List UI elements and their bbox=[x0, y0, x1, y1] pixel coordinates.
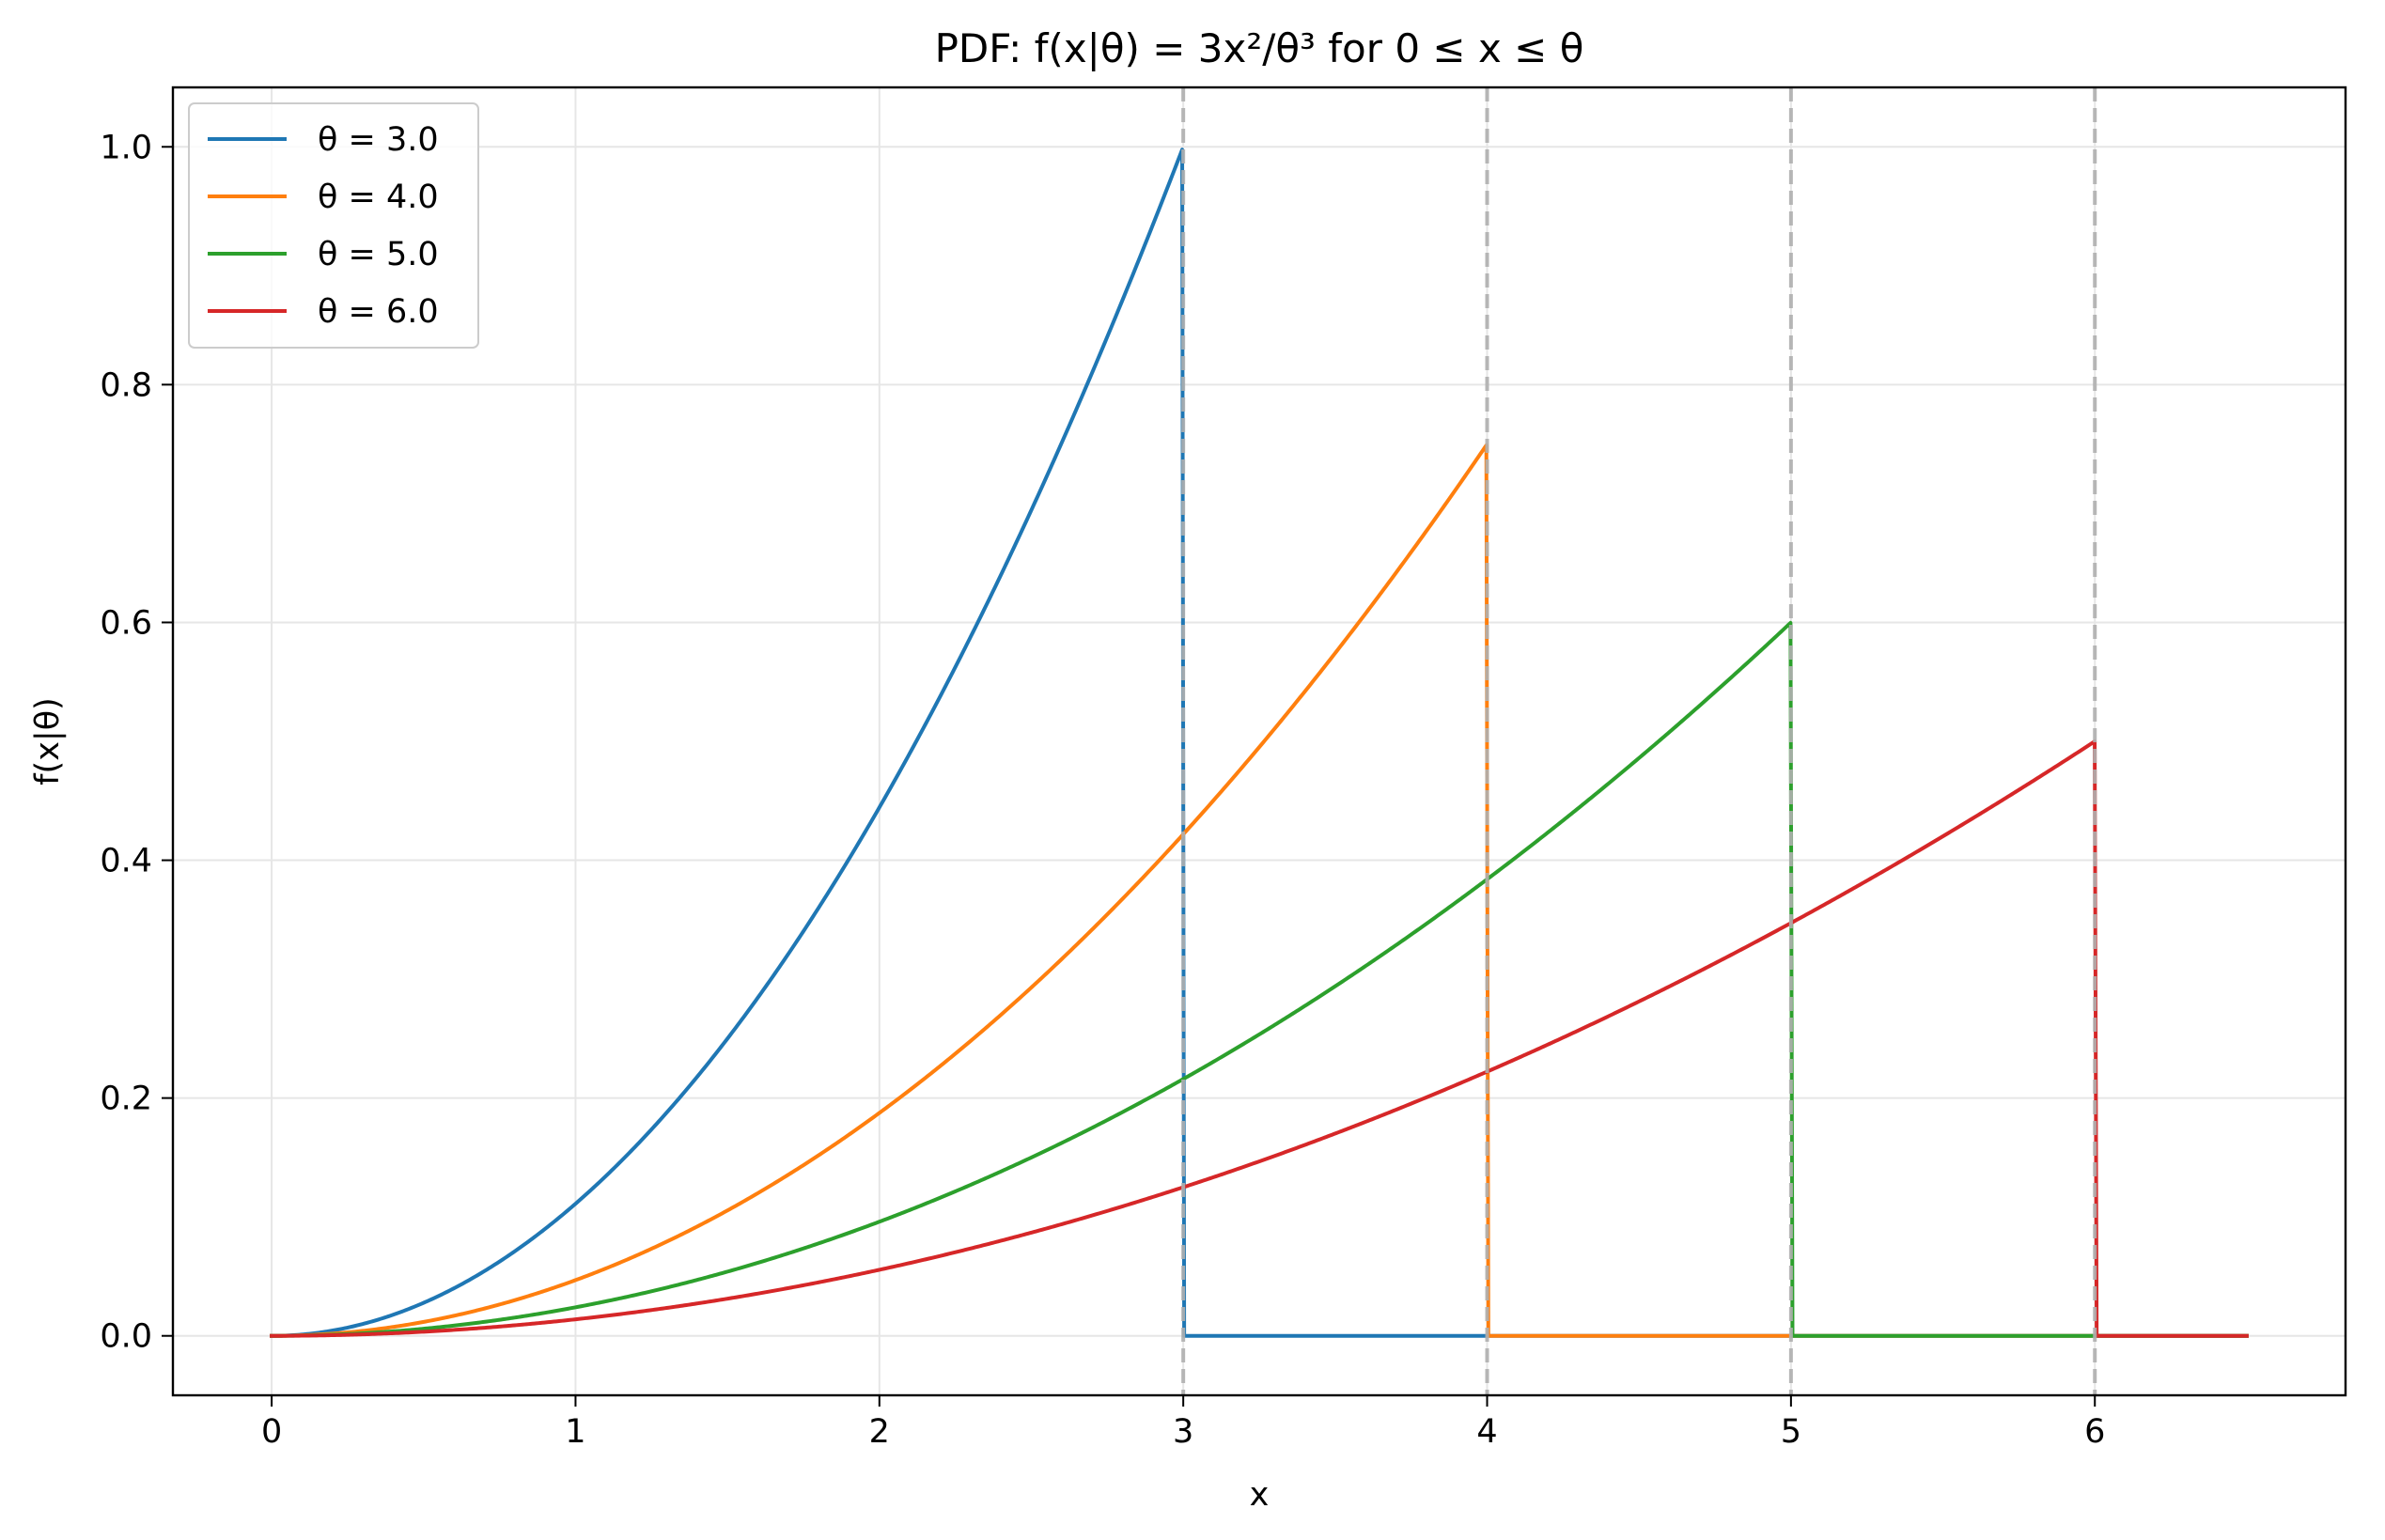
y-tick-label: 0.4 bbox=[100, 843, 152, 880]
grid-layer bbox=[173, 87, 2346, 1395]
y-axis-label: f(x|θ) bbox=[29, 697, 67, 786]
x-tick-label: 3 bbox=[1173, 1413, 1193, 1451]
y-tick-label: 0.8 bbox=[100, 366, 152, 404]
legend-entries: θ = 3.0 θ = 4.0 θ = 5.0 θ = 6.0 bbox=[208, 121, 439, 331]
legend-label: θ = 3.0 bbox=[318, 121, 439, 159]
legend: θ = 3.0 θ = 4.0 θ = 5.0 θ = 6.0 bbox=[188, 102, 479, 349]
x-tick-label: 5 bbox=[1781, 1413, 1801, 1451]
x-tick-label: 4 bbox=[1476, 1413, 1497, 1451]
x-tick-label: 1 bbox=[565, 1413, 585, 1451]
y-tick-label: 0.0 bbox=[100, 1318, 152, 1356]
x-tick-label: 0 bbox=[261, 1413, 282, 1451]
y-tick-layer: 0.0 0.2 0.4 0.6 0.8 1.0 bbox=[100, 129, 173, 1356]
x-tick-label: 6 bbox=[2084, 1413, 2105, 1451]
y-tick-label: 0.6 bbox=[100, 604, 152, 642]
legend-label: θ = 6.0 bbox=[318, 293, 439, 331]
legend-box bbox=[188, 102, 479, 349]
series-line-4 bbox=[270, 739, 2249, 1338]
series-line-3 bbox=[270, 620, 2249, 1338]
x-axis-label: x bbox=[1250, 1476, 1270, 1514]
legend-label: θ = 5.0 bbox=[318, 236, 439, 273]
x-tick-label: 2 bbox=[869, 1413, 890, 1451]
series-layer bbox=[270, 148, 2249, 1338]
legend-label: θ = 4.0 bbox=[318, 179, 439, 216]
plot-frame bbox=[171, 86, 2347, 1397]
y-tick-label: 1.0 bbox=[100, 129, 152, 166]
vertical-line-layer bbox=[1181, 87, 2097, 1395]
y-tick-label: 0.2 bbox=[100, 1081, 152, 1118]
x-tick-layer: 0 1 2 3 4 5 6 bbox=[261, 1395, 2105, 1451]
chart-title: PDF: f(x|θ) = 3x²/θ³ for 0 ≤ x ≤ θ bbox=[935, 25, 1584, 71]
